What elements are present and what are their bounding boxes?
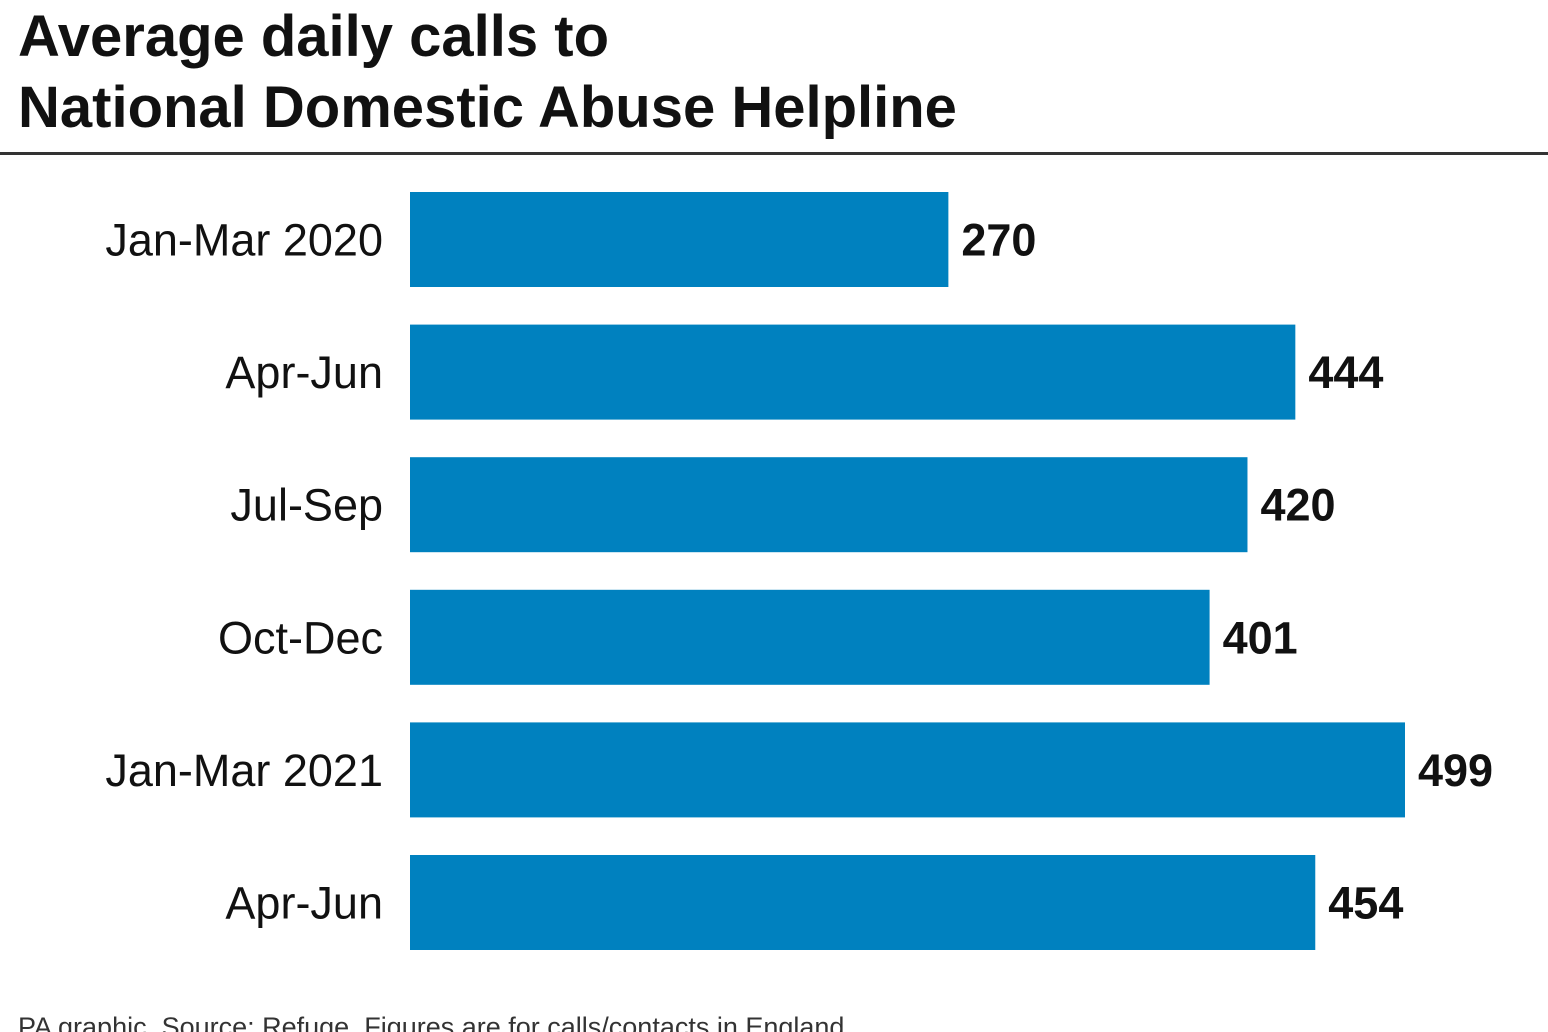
value-label: 420 [1260,480,1335,531]
category-label: Jul-Sep [230,480,383,531]
chart-title: National Domestic Abuse Helpline [18,75,957,140]
source-note: PA graphic. Source: Refuge. Figures are … [18,1012,844,1032]
category-label: Jan-Mar 2021 [105,745,383,796]
value-label: 401 [1223,612,1298,663]
bar [410,589,1210,685]
value-label: 454 [1328,878,1403,929]
category-label: Oct-Dec [218,612,383,663]
value-label: 270 [961,215,1036,266]
bar [410,457,1248,553]
bar [410,324,1296,420]
value-label: 499 [1418,745,1493,796]
value-label: 444 [1308,347,1383,398]
category-label: Jan-Mar 2020 [105,215,383,266]
category-label: Apr-Jun [225,347,383,398]
chart-title: Average daily calls to [18,4,609,69]
bar [410,855,1316,950]
bar [410,722,1405,818]
bar [410,192,949,287]
category-label: Apr-Jun [225,878,383,929]
